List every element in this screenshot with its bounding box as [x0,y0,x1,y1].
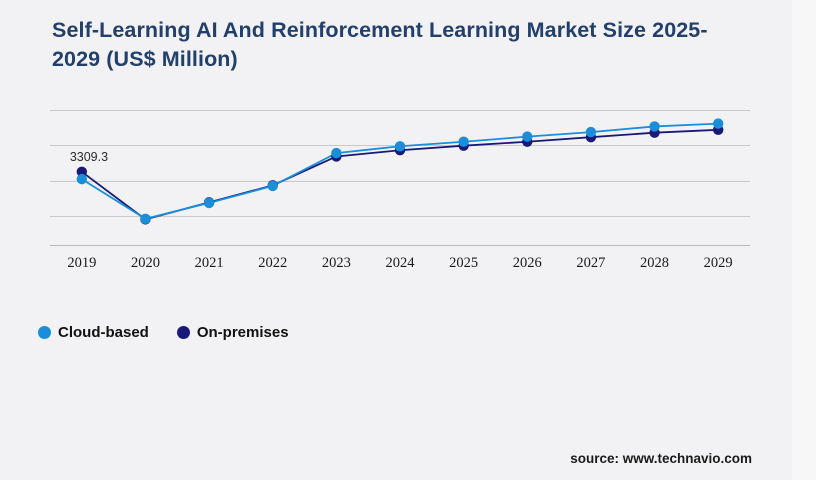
chart-card: Self-Learning AI And Reinforcement Learn… [38,18,752,466]
data-point-marker[interactable] [394,141,406,152]
x-tick-label: 2023 [321,255,351,271]
x-tick-label: 2021 [194,255,224,271]
right-edge-strip [792,0,816,480]
source-note: source: www.technavio.com [570,451,752,466]
series-markers-cloud-based [76,118,724,224]
data-point-marker[interactable] [331,147,342,159]
x-axis-line [50,245,750,246]
series-markers-on-premises [76,124,724,225]
gridline [50,216,750,217]
x-tick-label: 2025 [449,255,479,271]
legend-label: Cloud-based [58,324,149,341]
data-point-marker[interactable] [140,213,151,224]
x-tick-label: 2027 [576,255,606,271]
page-title: Self-Learning AI And Reinforcement Learn… [52,18,708,71]
legend-item-on-premises[interactable]: On-premises [176,324,289,341]
data-point-marker[interactable] [649,121,660,132]
data-point-marker[interactable] [267,180,278,192]
data-point-marker[interactable] [203,197,215,209]
legend-item-cloud-based[interactable]: Cloud-based [38,324,149,341]
gridline [50,110,750,111]
x-tick-label: 2024 [385,255,415,271]
series-line-cloud-based [81,122,719,220]
x-tick-label: 2020 [130,255,160,271]
gridline [50,181,750,182]
data-point-marker[interactable] [522,131,533,142]
data-point-marker[interactable] [76,166,88,178]
legend-label: On-premises [196,324,289,341]
x-tick-label: 2019 [67,255,97,271]
data-label: 3309.3 [69,149,109,164]
legend-marker-circle-icon [38,326,51,339]
x-tick-label: 2028 [640,255,670,271]
x-tick-label: 2022 [258,255,288,271]
legend-marker-circle-icon [176,326,190,339]
data-point-marker[interactable] [585,126,597,138]
x-axis-labels: 2019 2020 2021 2022 2023 2024 2025 2026 2027 2028… [50,255,750,275]
chart-legend: Cloud-based On-premises [38,324,289,341]
data-point-marker[interactable] [712,118,724,129]
data-point-marker[interactable] [458,136,469,147]
x-tick-label: 2026 [512,255,542,271]
data-point-marker[interactable] [76,173,88,185]
x-tick-label: 2029 [703,255,733,271]
series-line [81,122,719,220]
